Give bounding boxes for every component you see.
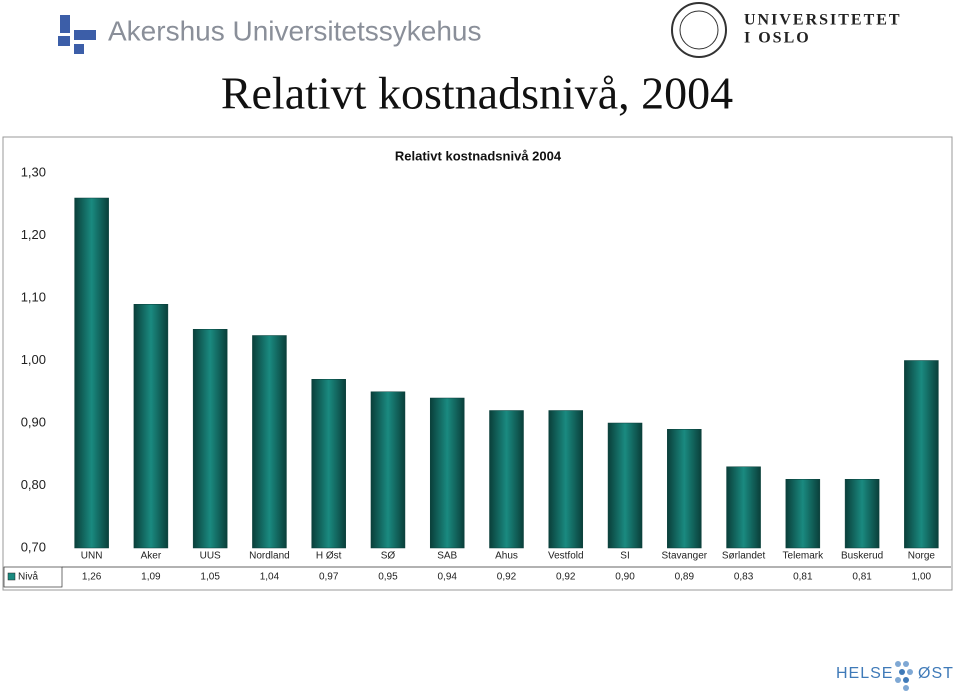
value-label: 0,94: [437, 572, 457, 583]
x-tick-label: UUS: [200, 551, 221, 562]
y-tick-label: 1,30: [21, 164, 46, 179]
x-tick-label: Ahus: [495, 551, 518, 562]
value-label: 0,81: [793, 572, 813, 583]
x-tick-label: Buskerud: [841, 551, 883, 562]
x-tick-label: Aker: [141, 551, 162, 562]
value-label: 0,95: [378, 572, 398, 583]
value-label: 0,89: [675, 572, 695, 583]
legend-cell: [3, 566, 63, 588]
x-tick-label: UNN: [81, 551, 103, 562]
footer-logo: HELSE ØST: [836, 661, 954, 691]
bar: [667, 429, 702, 549]
value-label: 0,90: [615, 572, 635, 583]
y-tick-label: 0,80: [21, 477, 46, 492]
value-label: 0,81: [852, 572, 872, 583]
legend-label: Nivå: [18, 571, 38, 583]
value-label: 1,05: [200, 572, 220, 583]
bar: [252, 335, 287, 549]
value-label: 0,92: [497, 572, 517, 583]
x-tick-label: Norge: [908, 551, 936, 562]
hospital-logo: Akershus Universitetssykehus: [58, 15, 481, 54]
bar: [607, 422, 643, 549]
slide-title: Relativt kostnadsnivå, 2004: [221, 68, 733, 119]
chart-title: Relativt kostnadsnivå 2004: [395, 148, 562, 163]
value-label: 1,09: [141, 572, 161, 583]
value-label: 0,97: [319, 572, 339, 583]
university-name: UNIVERSITETET: [744, 12, 902, 29]
x-tick-label: Telemark: [783, 551, 825, 562]
x-tick-label: SØ: [381, 551, 396, 562]
bar: [133, 304, 169, 549]
value-label: 1,04: [260, 572, 280, 583]
bar: [489, 410, 524, 549]
y-tick-label: 1,10: [21, 289, 46, 304]
bar: [311, 379, 346, 549]
y-tick-label: 1,00: [21, 352, 46, 367]
value-label: 0,83: [734, 572, 754, 583]
footer-brand: ØST: [918, 665, 954, 682]
legend-swatch: [7, 572, 16, 581]
x-tick-label: SAB: [437, 551, 457, 562]
x-tick-label: H Øst: [316, 551, 342, 562]
bar: [844, 479, 880, 549]
x-tick-label: SI: [620, 551, 629, 562]
bar: [192, 329, 228, 549]
x-tick-label: Nordland: [249, 551, 290, 562]
bar: [726, 466, 761, 549]
x-tick-label: Vestfold: [548, 551, 584, 562]
university-name: I OSLO: [744, 30, 811, 47]
y-tick-label: 0,70: [21, 539, 46, 554]
bar: [904, 360, 939, 549]
y-tick-label: 1,20: [21, 227, 46, 242]
bar: [429, 397, 465, 549]
university-logo: UNIVERSITETET I OSLO: [671, 2, 902, 58]
bar: [785, 479, 821, 549]
x-tick-label: Sørlandet: [722, 551, 766, 562]
value-label: 0,92: [556, 572, 576, 583]
value-label: 1,26: [82, 572, 102, 583]
x-tick-label: Stavanger: [662, 551, 708, 562]
bar: [370, 391, 406, 549]
bar: [548, 410, 584, 549]
bar: [74, 197, 109, 549]
hospital-name: Akershus Universitetssykehus: [108, 15, 481, 46]
y-tick-label: 0,90: [21, 414, 46, 429]
value-label: 1,00: [912, 572, 932, 583]
footer-brand: HELSE: [836, 665, 893, 682]
chart-frame: [2, 136, 953, 591]
